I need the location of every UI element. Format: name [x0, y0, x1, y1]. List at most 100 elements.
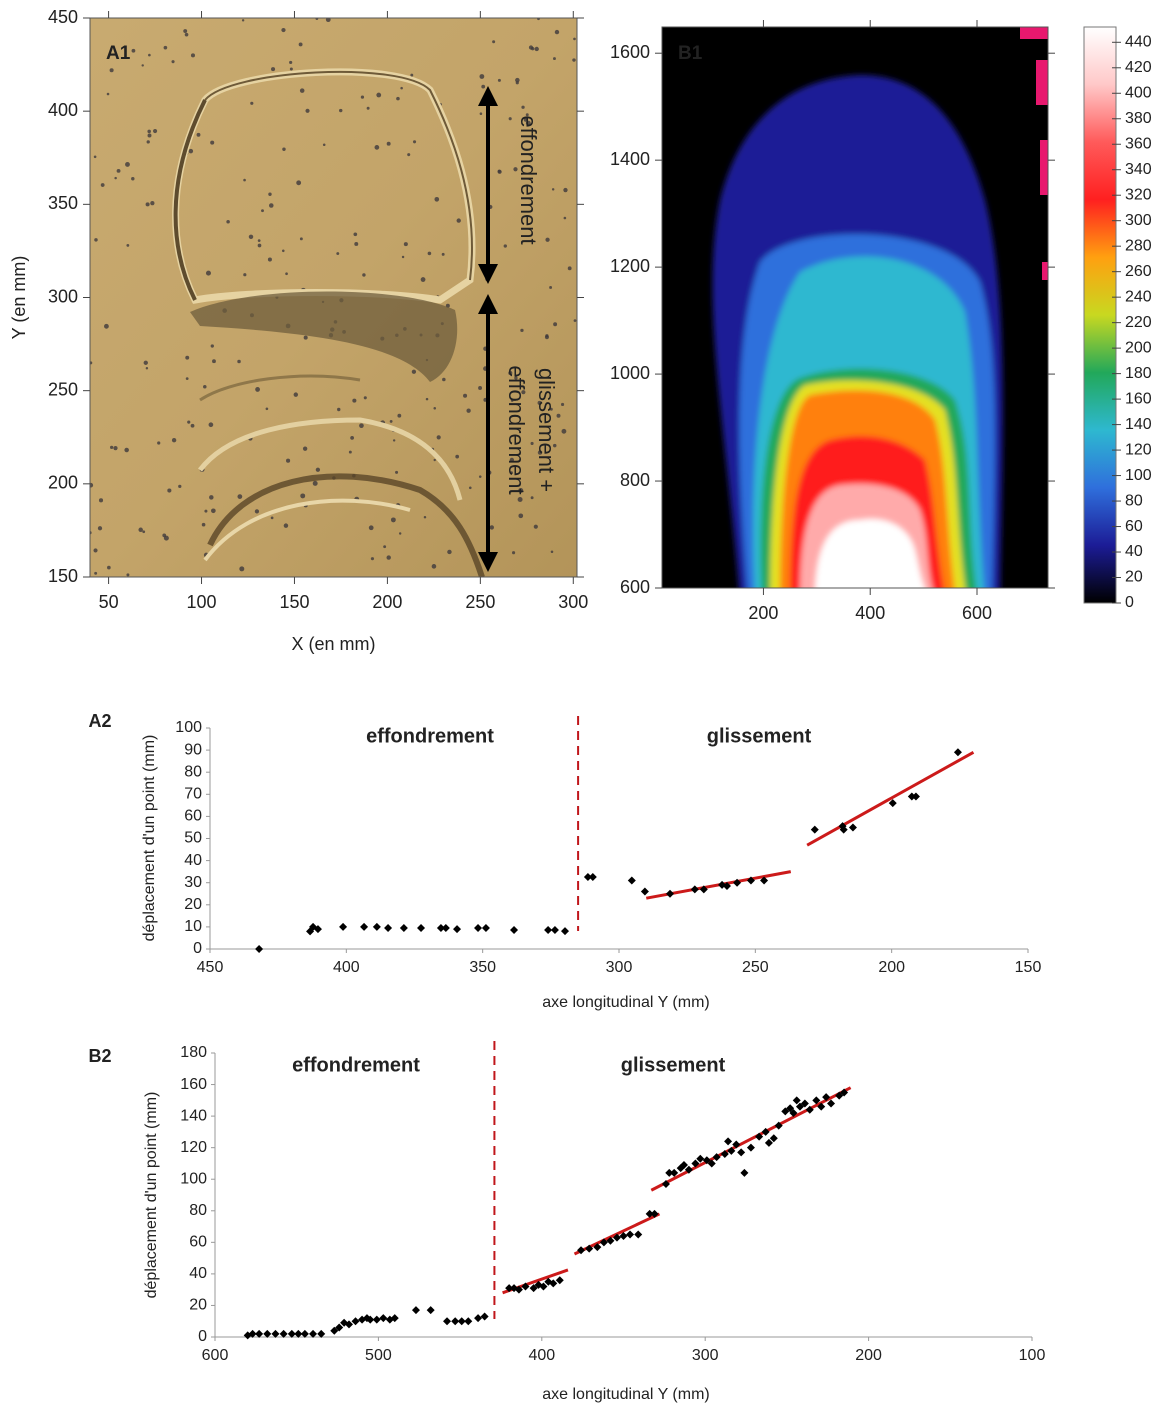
speck: [185, 377, 189, 381]
speck: [125, 162, 130, 167]
speck: [410, 73, 414, 77]
colorbar-tick-label: 400: [1125, 84, 1152, 101]
colorbar-tick-label: 300: [1125, 212, 1152, 229]
y-tick-label: 60: [184, 808, 202, 825]
point: [384, 924, 393, 933]
point: [619, 1232, 628, 1241]
colorbar-tick-label: 80: [1125, 492, 1143, 509]
artifact: [1036, 60, 1048, 105]
speck: [397, 413, 402, 418]
x-tick-label: 200: [372, 592, 402, 612]
point: [457, 1317, 466, 1326]
speck: [463, 393, 468, 398]
point: [561, 927, 570, 936]
speck: [549, 407, 553, 411]
heatmap-image: [662, 27, 1048, 588]
y-tick-label: 30: [184, 874, 202, 891]
region-label: glissement: [621, 1054, 726, 1076]
speck: [545, 237, 550, 242]
x-tick-label: 300: [558, 592, 588, 612]
speck: [525, 120, 531, 126]
speck: [553, 322, 558, 327]
colorbar-tick-label: 140: [1125, 416, 1152, 433]
speck: [90, 361, 93, 365]
speck: [503, 244, 507, 248]
point: [372, 922, 381, 931]
speck: [210, 344, 214, 348]
point: [781, 1107, 790, 1116]
point: [626, 1230, 635, 1239]
colorbar-tick-label: 0: [1125, 594, 1134, 611]
speck: [299, 237, 303, 241]
speck: [254, 509, 260, 514]
y-tick-label: 70: [184, 786, 202, 803]
speck: [563, 187, 568, 193]
x-tick-label: 400: [855, 603, 885, 623]
x-axis-label: axe longitudinal Y (mm): [542, 1386, 710, 1403]
speck: [250, 101, 254, 105]
speck: [339, 108, 343, 113]
point: [696, 1154, 705, 1163]
x-tick-label: 600: [962, 603, 992, 623]
x-tick-label: 150: [279, 592, 309, 612]
colorbar-tick-label: 240: [1125, 288, 1152, 305]
speck: [145, 367, 149, 370]
speck: [201, 522, 206, 527]
speck: [352, 398, 357, 403]
region-label: glissement: [707, 725, 812, 747]
speck: [544, 335, 549, 340]
speck: [261, 209, 264, 213]
colorbar-tick-label: 200: [1125, 339, 1152, 356]
speck: [163, 45, 168, 50]
point: [335, 1323, 344, 1332]
point: [727, 1146, 736, 1155]
speck: [552, 443, 557, 448]
colorbar-tick-label: 260: [1125, 263, 1152, 280]
speck: [282, 147, 286, 151]
speck: [537, 18, 540, 21]
speck: [537, 450, 543, 455]
point: [588, 872, 597, 881]
speck: [561, 428, 567, 434]
speck: [551, 188, 555, 191]
point: [733, 878, 742, 887]
point: [650, 1209, 659, 1218]
panel-label: B1: [678, 43, 703, 64]
y-tick-label: 10: [184, 918, 202, 935]
x-tick-label: 400: [333, 959, 360, 976]
speck: [359, 423, 364, 429]
speck: [171, 60, 175, 64]
colorbar-tick-label: 20: [1125, 569, 1143, 586]
speck: [534, 46, 539, 52]
colorbar-tick-label: 40: [1125, 543, 1143, 560]
point: [746, 1143, 755, 1152]
artifact: [1020, 27, 1048, 39]
point: [722, 882, 731, 891]
point: [372, 1315, 381, 1324]
speck: [436, 435, 441, 440]
slide-rim: [199, 374, 361, 402]
speck: [478, 475, 482, 478]
speck: [390, 517, 396, 523]
y-tick-label: 20: [184, 896, 202, 913]
fit-line: [806, 751, 975, 847]
point: [287, 1329, 296, 1338]
speck: [203, 384, 207, 389]
speck: [556, 413, 561, 418]
speck: [237, 359, 241, 364]
speck: [510, 399, 514, 402]
annotation: glissement +: [534, 368, 559, 492]
point: [360, 922, 369, 931]
x-axis-label: X (en mm): [291, 634, 375, 654]
point: [399, 924, 408, 933]
speck: [243, 178, 246, 182]
speck: [336, 252, 340, 256]
point: [670, 1168, 679, 1177]
speck: [398, 532, 402, 535]
point: [612, 1233, 621, 1242]
speck: [109, 68, 114, 73]
point: [294, 1329, 303, 1338]
y-tick-label: 0: [193, 940, 202, 957]
speck: [293, 392, 299, 397]
speck: [107, 565, 111, 570]
